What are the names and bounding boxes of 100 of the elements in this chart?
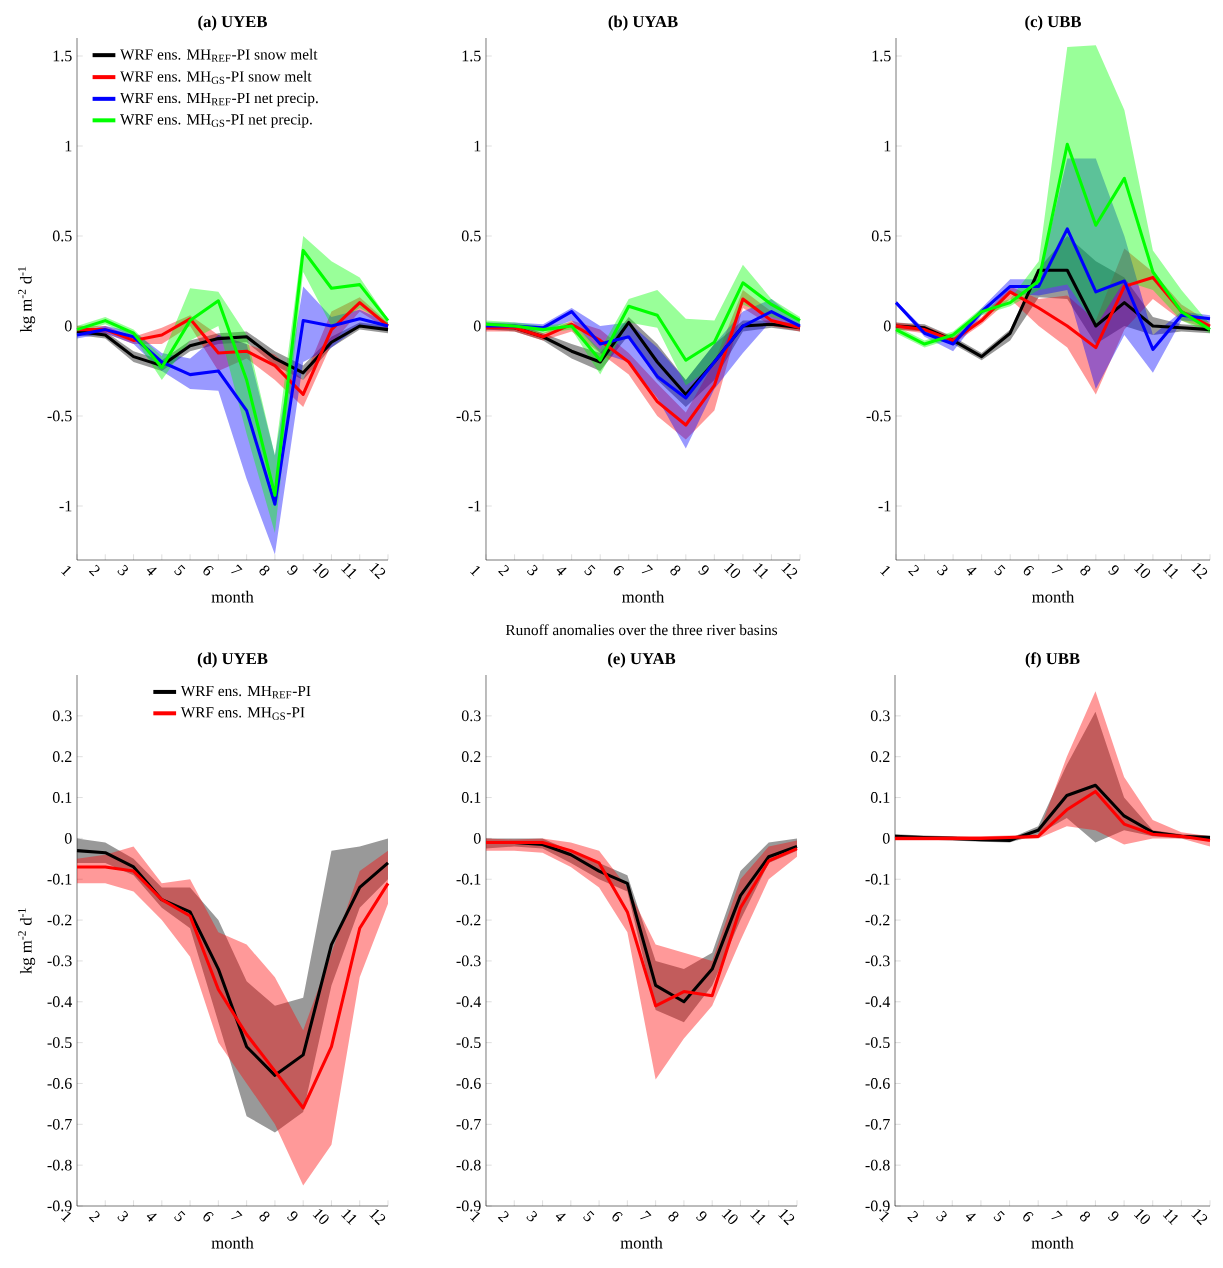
x-tick-label: 9 [698,565,709,575]
x-tick-label: 4 [555,1213,566,1222]
x-tick-label: 2 [88,1210,100,1223]
x-tick-label: 8 [1079,1211,1091,1222]
y-tick-label: 0.2 [461,751,481,763]
x-tick-label: 12 [778,1209,795,1226]
x-tick-label: 11 [341,1209,357,1225]
x-tick-label: 3 [936,564,948,576]
y-tick-label: 1.5 [462,50,481,62]
legend-label: WRF ens. MH$_{GS}$-PI snow melt [120,70,312,84]
y-tick-label: -0.1 [865,873,890,885]
y-tick-label: -0.5 [865,1037,890,1049]
y-tick-label: -0.7 [456,1118,481,1130]
x-axis-title: month [1031,1236,1074,1249]
y-tick-label: 0.3 [461,710,481,722]
x-tick-label: 6 [1023,565,1035,576]
y-tick-label: 1.5 [872,50,891,62]
y-tick-label: -0.4 [456,996,482,1008]
x-tick-label: 3 [936,1210,947,1222]
x-tick-label: 10 [724,563,741,578]
y-tick-label: -0.4 [47,996,73,1008]
x-tick-label: 2 [497,1210,509,1223]
x-axis-title: month [211,590,254,603]
x-tick-label: 7 [231,564,243,574]
x-tick-label: 4 [966,567,977,576]
x-tick-label: 8 [259,1211,270,1222]
x-tick-label: 5 [584,564,596,576]
chart-title: (b) UYAB [608,15,678,31]
x-tick-label: 9 [696,1211,707,1221]
x-tick-label: 6 [203,1211,214,1222]
y-tick-label: 0.3 [52,710,72,722]
y-tick-label: -0.8 [456,1159,481,1171]
y-tick-label: -0.1 [47,873,72,885]
y-tick-label: -0.9 [47,1200,72,1212]
y-tick-label: -0.8 [865,1159,890,1171]
y-tick-label: -0.9 [456,1200,481,1212]
x-tick-label: 8 [259,565,270,576]
y-tick-label: 0 [882,832,890,844]
x-tick-label: 10 [1133,1209,1150,1224]
x-axis-title: month [622,590,665,603]
y-tick-label: 0.5 [461,230,481,242]
x-tick-label: 9 [287,565,298,575]
y-tick-label: -0.3 [865,955,890,967]
x-tick-label: 12 [1191,563,1208,580]
x-tick-label: 11 [752,563,769,579]
legend-label: WRF ens. MH$_{GS}$-PI [180,707,305,720]
y-tick-label: 1 [474,140,481,152]
x-tick-label: 2 [498,564,509,577]
y-tick-label: -0.7 [865,1118,890,1130]
y-tick-label: -0.6 [47,1078,72,1089]
y-tick-label: 0.1 [52,792,72,803]
x-tick-label: 10 [721,1209,738,1224]
x-axis-title: month [620,1236,663,1249]
y-tick-label: 0 [883,320,891,332]
x-tick-label: 8 [1080,565,1091,576]
x-tick-label: 2 [88,564,100,577]
x-tick-label: 7 [1051,1210,1063,1220]
x-tick-label: 9 [287,1211,298,1221]
line-series [894,227,1212,351]
x-tick-label: 3 [526,1210,537,1222]
y-tick-label: 0.3 [870,710,890,722]
y-tick-label: -0.6 [865,1078,890,1089]
y-tick-label: -0.6 [456,1078,481,1089]
x-tick-label: 11 [341,563,357,579]
x-tick-label: 3 [117,1210,128,1222]
y-tick-label: 1.5 [53,50,72,62]
x-tick-label: 6 [612,1211,623,1222]
y-tick-label: 0.5 [871,230,891,242]
y-tick-label: 0 [473,832,481,844]
x-tick-label: 8 [668,1211,679,1222]
x-tick-label: 6 [613,565,625,576]
x-axis-title: month [1032,590,1075,603]
y-tick-label: 0.1 [461,792,481,803]
chart-title: (c) UBB [1025,15,1081,31]
y-tick-label: 0 [473,320,481,332]
chart-title: (f) UBB [1025,652,1080,668]
y-tick-label: 0.5 [52,230,72,242]
x-tick-label: 9 [1108,565,1119,575]
x-tick-label: 4 [556,567,567,576]
y-tick-label: 0.1 [870,792,890,803]
x-tick-label: 5 [993,1210,1005,1222]
x-tick-label: 7 [1051,564,1064,574]
x-tick-label: 12 [781,563,798,580]
x-tick-label: 5 [583,1210,595,1222]
chart-title: (d) UYEB [197,652,268,668]
x-tick-label: 2 [908,564,919,577]
x-tick-label: 7 [641,564,654,574]
y-tick-label: 0.2 [52,751,72,763]
x-tick-label: 8 [670,565,681,576]
x-tick-label: 12 [369,563,386,580]
y-tick-label: -0.3 [47,955,72,967]
x-tick-label: 7 [231,1210,243,1220]
y-tick-label: 0 [64,832,72,844]
line-series [75,317,390,506]
y-tick-label: 1 [65,140,72,152]
y-tick-label: -0.5 [47,410,72,422]
y-tick-label: -0.2 [456,914,481,926]
x-tick-label: 2 [907,1210,918,1223]
y-tick-label: -1 [468,500,481,512]
y-tick-label: -1 [59,500,72,512]
